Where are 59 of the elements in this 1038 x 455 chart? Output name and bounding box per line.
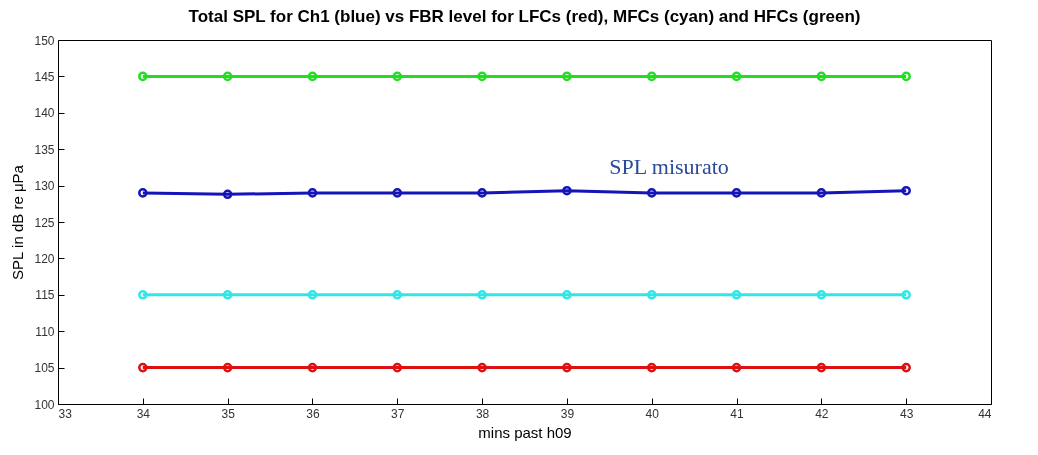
point: [222, 71, 233, 82]
point: [307, 290, 318, 300]
point: [562, 362, 572, 373]
x-tick-label: 40: [645, 406, 660, 421]
y-tick-label: 115: [35, 288, 55, 303]
point: [307, 362, 318, 373]
y-tick-label: 100: [34, 397, 55, 412]
point: [731, 188, 742, 198]
point: [646, 188, 657, 198]
point: [731, 290, 742, 300]
point: [731, 71, 742, 82]
point: [816, 71, 827, 82]
point: [816, 290, 827, 300]
x-tick-label: 44: [978, 406, 992, 421]
point: [477, 290, 487, 300]
x-tick-label: 34: [136, 406, 151, 421]
point: [222, 290, 233, 300]
point: [392, 71, 403, 82]
x-tick-label: 38: [475, 406, 490, 421]
y-tick-label: 140: [34, 106, 55, 121]
point: [307, 188, 318, 198]
point: [816, 362, 827, 373]
y-tick-label: 150: [34, 33, 55, 48]
annotation: SPL misurato: [609, 154, 729, 179]
point: [222, 189, 233, 200]
x-tick-label: 43: [900, 406, 914, 421]
y-tick-label: 110: [35, 324, 55, 339]
point: [731, 362, 742, 373]
y-tick-label: 135: [34, 142, 55, 157]
point: [646, 362, 657, 373]
point: [816, 188, 827, 198]
point: [562, 71, 572, 82]
point: [562, 290, 572, 300]
y-tick-label: 105: [34, 361, 55, 376]
chart-title: Total SPL for Ch1 (blue) vs FBR level for LFCs (red), MFCs (cyan) and HFCs (green): [188, 7, 861, 26]
point: [646, 290, 657, 300]
point: [562, 185, 572, 196]
point: [392, 290, 403, 300]
point: [392, 188, 403, 198]
point: [477, 71, 487, 82]
x-tick-label: 39: [560, 406, 575, 421]
y-tick-label: 120: [34, 251, 55, 266]
y-tick-label: 130: [34, 179, 55, 194]
x-tick-label: 37: [391, 406, 405, 421]
y-tick-label: 145: [34, 69, 55, 84]
point: [222, 362, 233, 373]
point: [646, 71, 657, 82]
x-tick-label: 36: [306, 406, 320, 421]
point: [477, 362, 487, 373]
point: [307, 71, 318, 82]
point: [392, 362, 403, 373]
y-tick-label: 125: [34, 215, 55, 230]
x-tick-label: 42: [815, 406, 829, 421]
x-tick-label: 41: [730, 406, 745, 421]
x-tick-label: 33: [58, 406, 73, 421]
y-axis-title: SPL in dB re μPa: [9, 164, 27, 280]
x-tick-label: 35: [221, 406, 236, 421]
x-axis-title: mins past h09: [478, 423, 572, 441]
point: [477, 188, 487, 198]
